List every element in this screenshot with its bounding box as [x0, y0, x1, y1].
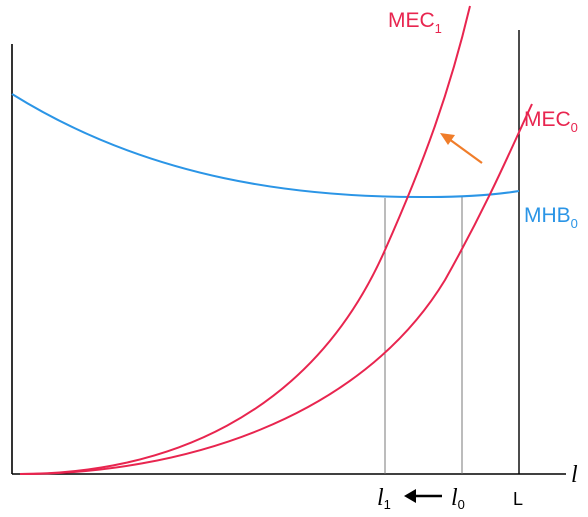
mec0-curve — [19, 103, 533, 475]
tick-l0: l0 — [451, 485, 465, 512]
left-arrow-icon — [404, 489, 442, 503]
mec1-curve — [19, 5, 471, 475]
mec1-label: MEC1 — [388, 9, 442, 36]
mhb0-label: MHB0 — [524, 204, 578, 231]
mec0-label: MEC0 — [524, 108, 578, 135]
shift-arrow-icon — [440, 133, 483, 164]
mhb0-curve — [11, 93, 520, 199]
tick-L: L — [513, 489, 523, 509]
x-axis-label: l — [571, 462, 578, 488]
tick-l1: l1 — [377, 485, 391, 512]
